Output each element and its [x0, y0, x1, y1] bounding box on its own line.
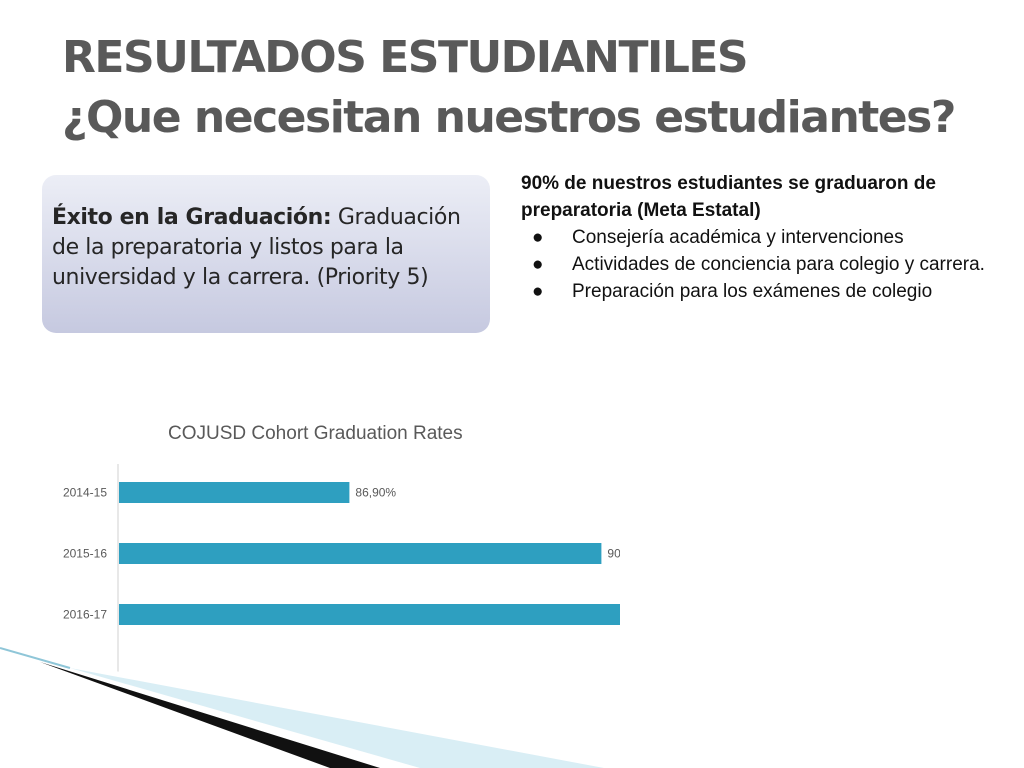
bar [119, 604, 620, 625]
category-label: 2016-17 [63, 608, 107, 622]
swoosh-edge-line [0, 647, 71, 669]
list-item-text: Preparación para los exámenes de colegio [572, 281, 933, 302]
notes-lead: 90% de nuestros estudiantes se graduaron… [521, 173, 936, 221]
slide-title-line1: RESULTADOS ESTUDIANTILES [62, 32, 749, 83]
data-label: 90,40% [607, 547, 620, 561]
swoosh-dark-band [40, 662, 380, 768]
data-label: 86,90% [355, 486, 396, 500]
notes-list: ● Consejería académica y intervenciones ●… [521, 224, 1016, 305]
swoosh-white-fill [0, 648, 604, 768]
slide-title-line2: ¿Que necesitan nuestros estudiantes? [62, 92, 956, 143]
bullet-icon: ● [532, 227, 544, 248]
bullet-icon: ● [532, 281, 544, 302]
category-label: 2014-15 [63, 486, 107, 500]
bar [119, 543, 602, 564]
bullet-icon: ● [532, 254, 544, 275]
graduation-notes: 90% de nuestros estudiantes se graduaron… [521, 170, 1016, 305]
swoosh-light-band [70, 668, 604, 768]
list-item: ● Preparación para los exámenes de colegi… [521, 278, 1016, 305]
slide-title: RESULTADOS ESTUDIANTILES ¿Que necesitan … [62, 28, 1002, 148]
callout-body: Graduación de la preparatoria y listos p… [52, 205, 461, 290]
graduation-success-callout: Éxito en la Graduación: Graduación de la… [42, 175, 490, 333]
list-item-text: Actividades de conciencia para colegio y… [572, 254, 985, 275]
category-label: 2015-16 [63, 547, 107, 561]
list-item: ● Actividades de conciencia para colegio … [521, 251, 1016, 278]
list-item-text: Consejería académica y intervenciones [572, 227, 904, 248]
callout-heading: Éxito en la Graduación: [52, 205, 332, 230]
chart-title: COJUSD Cohort Graduation Rates [168, 423, 463, 444]
list-item: ● Consejería académica y intervenciones [521, 224, 1016, 251]
bar [119, 482, 350, 503]
